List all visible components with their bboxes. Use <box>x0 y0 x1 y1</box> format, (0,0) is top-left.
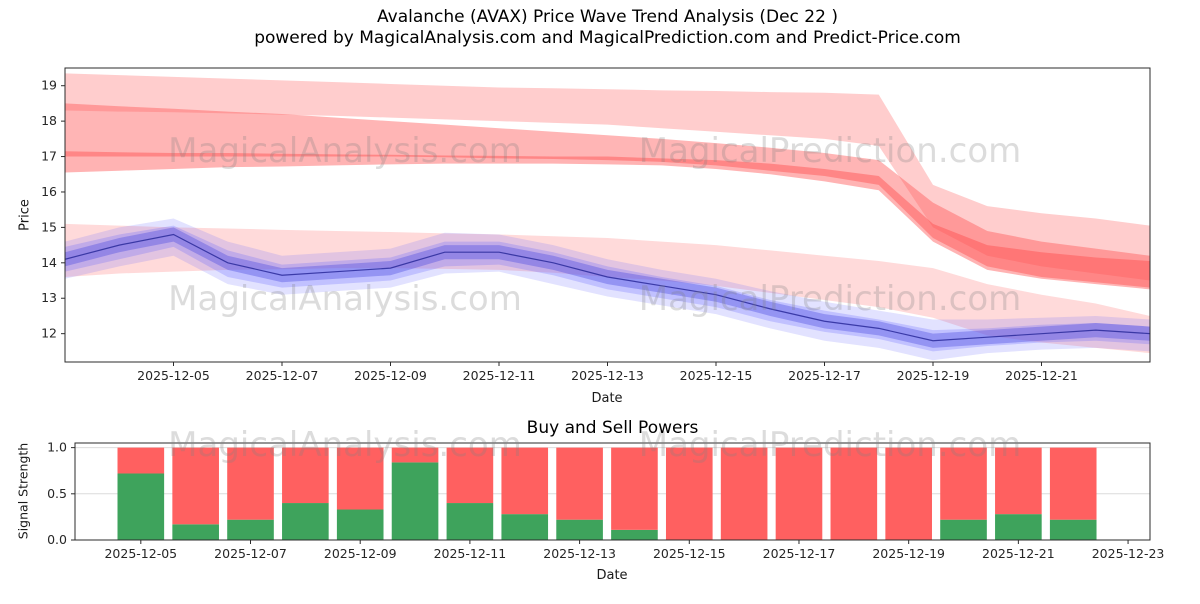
signal-x-tick-label: 2025-12-07 <box>214 546 287 561</box>
signal-x-tick-label: 2025-12-21 <box>982 546 1055 561</box>
sell-bar <box>282 447 329 504</box>
price-y-tick-label: 13 <box>41 290 57 305</box>
sell-bar <box>117 447 165 474</box>
signal-x-tick-label: 2025-12-19 <box>872 546 945 561</box>
date-axis-label-top: Date <box>591 391 623 406</box>
sell-bar <box>611 447 658 530</box>
signal-x-tick-label: 2025-12-05 <box>104 546 177 561</box>
price-y-tick-label: 17 <box>41 149 57 164</box>
signal-x-tick-label: 2025-12-11 <box>434 546 507 561</box>
buy-bar <box>282 503 329 540</box>
sell-bar <box>336 447 384 510</box>
sell-band-core <box>65 151 1150 290</box>
signal-plot-border <box>74 442 1151 541</box>
chart-subtitle: powered by MagicalAnalysis.com and Magic… <box>254 28 961 48</box>
signal-y-tick-label: 0.0 <box>47 532 67 547</box>
buy-bar <box>391 462 439 540</box>
price-y-tick-label: 12 <box>41 326 57 341</box>
sell-bar <box>665 447 713 540</box>
price-x-tick-label: 2025-12-19 <box>897 368 970 383</box>
signal-x-tick-label: 2025-12-13 <box>543 546 616 561</box>
sell-bar <box>556 447 603 520</box>
sell-bar <box>391 447 439 463</box>
price-x-tick-label: 2025-12-17 <box>788 368 861 383</box>
sell-bar <box>227 447 274 520</box>
sell-bar <box>775 447 823 540</box>
buy-bar <box>995 514 1042 540</box>
price-x-tick-label: 2025-12-21 <box>1005 368 1078 383</box>
bars-chart-title: Buy and Sell Powers <box>526 418 699 438</box>
buy-bar <box>172 524 219 540</box>
buy-bar <box>336 509 384 540</box>
signal-x-tick-label: 2025-12-23 <box>1092 546 1165 561</box>
buy-bar <box>556 519 603 540</box>
price-y-tick-label: 18 <box>41 113 57 128</box>
price-x-tick-label: 2025-12-05 <box>137 368 210 383</box>
price-wave-center <box>65 233 1150 342</box>
signal-x-tick-label: 2025-12-15 <box>653 546 726 561</box>
signal-strength-axis-label: Signal Strength <box>15 442 31 540</box>
buy-bar <box>1049 519 1097 540</box>
price-x-tick-label: 2025-12-15 <box>680 368 753 383</box>
signal-x-tick-label: 2025-12-17 <box>763 546 836 561</box>
buy-bar <box>446 503 494 540</box>
signal-x-tick-label: 2025-12-09 <box>324 546 397 561</box>
sell-bar <box>995 447 1042 515</box>
price-y-tick-label: 19 <box>41 78 57 93</box>
wave-band-inner <box>65 227 1150 348</box>
price-chart-area <box>65 73 1150 361</box>
price-y-tick-label: 15 <box>41 219 57 234</box>
chart-title: Avalanche (AVAX) Price Wave Trend Analys… <box>377 7 838 27</box>
wave-band-outer <box>65 218 1150 361</box>
sell-bar <box>720 447 768 540</box>
sell-band-mid <box>65 103 1150 288</box>
sell-bar <box>830 447 878 540</box>
sell-bar <box>885 447 932 540</box>
date-axis-label-bottom: Date <box>596 568 628 583</box>
buy-bar <box>940 519 987 540</box>
wave-band-mid <box>65 225 1150 352</box>
buy-bar <box>611 529 658 540</box>
buy-bar <box>501 514 549 540</box>
price-x-tick-label: 2025-12-11 <box>463 368 536 383</box>
price-x-tick-label: 2025-12-07 <box>246 368 319 383</box>
sell-bar <box>940 447 987 520</box>
price-y-tick-label: 16 <box>41 184 57 199</box>
sell-band-outer <box>65 73 1150 281</box>
sell-bar <box>501 447 549 515</box>
sell-bar <box>1049 447 1097 520</box>
sell-bar <box>172 447 219 525</box>
sell-band-lower <box>65 223 1150 354</box>
signal-y-tick-label: 0.5 <box>47 486 67 501</box>
price-y-tick-label: 14 <box>41 255 57 270</box>
buy-bar <box>117 473 165 540</box>
buy-bar <box>227 519 274 540</box>
signal-y-tick-label: 1.0 <box>47 440 67 455</box>
price-axis-label: Price <box>17 199 33 231</box>
price-x-tick-label: 2025-12-13 <box>571 368 644 383</box>
sell-bar <box>446 447 494 504</box>
price-x-tick-label: 2025-12-09 <box>354 368 427 383</box>
